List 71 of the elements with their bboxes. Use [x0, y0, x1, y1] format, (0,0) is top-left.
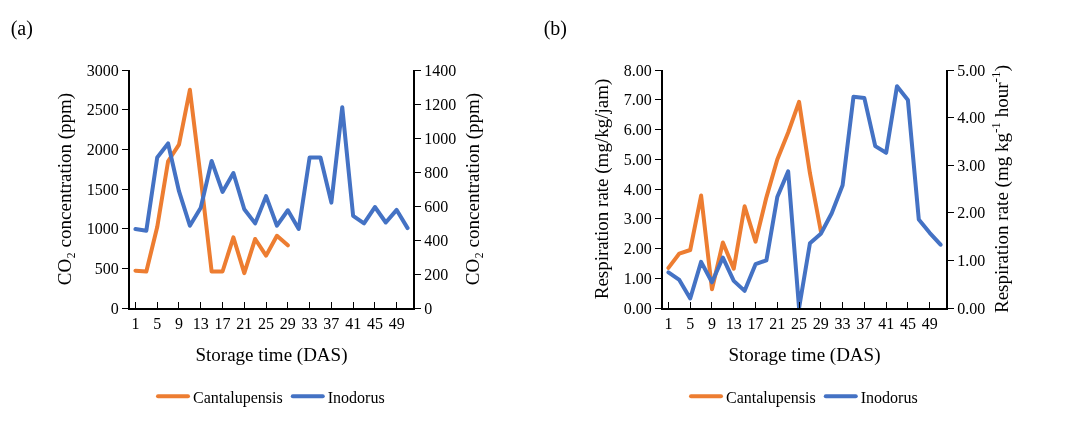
- x-tick-label: 33: [301, 315, 318, 333]
- legend-label: Cantalupensis: [193, 388, 283, 407]
- y2-tick-label: 5.00: [957, 61, 986, 79]
- x-tick-label: 25: [258, 315, 275, 333]
- y-tick-label: 5.00: [623, 150, 652, 168]
- y2-tick-label: 0.00: [957, 299, 986, 317]
- y-tick-label: 0.00: [623, 299, 652, 317]
- x-tick-label: 41: [345, 315, 362, 333]
- y2-axis-title: CO₂ concentration (ppm): [461, 92, 484, 286]
- y2-tick-label: 1.00: [957, 252, 986, 269]
- x-tick-label: 45: [899, 315, 916, 333]
- x-tick-label: 49: [921, 315, 938, 333]
- y-tick-label: 8.00: [623, 61, 652, 79]
- x-tick-label: 5: [686, 315, 695, 333]
- y2-tick-label: 600: [424, 197, 449, 215]
- y2-tick-label: 800: [424, 163, 449, 181]
- x-tick-label: 45: [366, 315, 383, 333]
- y2-tick-label: 3.00: [957, 156, 986, 174]
- chart-title: (a): [10, 17, 33, 41]
- legend-label: Cantalupensis: [726, 388, 816, 407]
- y-tick-label: 6.00: [623, 121, 652, 139]
- x-tick-label: 1: [131, 315, 140, 333]
- line-series: [133, 87, 290, 276]
- y-tick-label: 0: [110, 299, 119, 317]
- x-tick-label: 29: [812, 315, 829, 333]
- y2-tick-label: 1000: [424, 129, 457, 147]
- chart-title: (b): [543, 17, 567, 41]
- x-tick-label: 21: [769, 315, 786, 333]
- line-series: [133, 105, 410, 233]
- y-tick-label: 3000: [86, 61, 119, 79]
- x-tick-label: 21: [236, 315, 253, 333]
- line-series: [666, 99, 823, 292]
- x-tick-label: 37: [323, 315, 340, 333]
- y-tick-label: 1.00: [623, 269, 652, 287]
- x-tick-label: 25: [791, 315, 808, 333]
- legend-label: Inodorus: [860, 388, 918, 406]
- y2-tick-label: 2.00: [957, 204, 986, 222]
- y-tick-label: 2500: [86, 101, 119, 119]
- x-tick-label: 33: [834, 315, 851, 333]
- x-tick-label: 9: [707, 315, 716, 333]
- y2-tick-label: 4.00: [957, 109, 986, 127]
- x-tick-label: 17: [747, 315, 764, 333]
- y2-tick-label: 1200: [424, 95, 457, 113]
- y-tick-label: 2000: [86, 140, 119, 158]
- x-tick-label: 37: [856, 315, 873, 333]
- legend-label: Inodorus: [327, 388, 385, 406]
- y-tick-label: 7.00: [623, 91, 652, 109]
- x-tick-label: 17: [214, 315, 231, 333]
- x-tick-label: 41: [878, 315, 895, 333]
- y2-tick-label: 400: [424, 231, 449, 249]
- y-tick-label: 1000: [86, 220, 119, 238]
- y-tick-label: 1500: [86, 180, 119, 198]
- x-tick-label: 5: [153, 315, 162, 333]
- x-tick-label: 13: [725, 315, 742, 333]
- x-axis-title: Storage time (DAS): [195, 343, 348, 366]
- y-tick-label: 3.00: [623, 210, 652, 228]
- x-tick-label: 29: [279, 315, 296, 333]
- y-axis-title: CO₂ concentration (ppm): [54, 92, 77, 286]
- line-series: [666, 84, 943, 308]
- y2-tick-label: 200: [424, 265, 449, 283]
- y-axis-title: Respiration rate (mg/kg/jam): [591, 78, 614, 300]
- x-tick-label: 13: [192, 315, 209, 333]
- y2-tick-label: 1400: [424, 61, 457, 79]
- x-tick-label: 49: [388, 315, 405, 333]
- y-tick-label: 4.00: [623, 180, 652, 198]
- y-tick-label: 500: [94, 259, 119, 277]
- x-tick-label: 1: [664, 315, 673, 333]
- x-axis-title: Storage time (DAS): [728, 343, 881, 366]
- y2-tick-label: 0: [424, 299, 433, 317]
- x-tick-label: 9: [174, 315, 183, 333]
- y-tick-label: 2.00: [623, 240, 652, 258]
